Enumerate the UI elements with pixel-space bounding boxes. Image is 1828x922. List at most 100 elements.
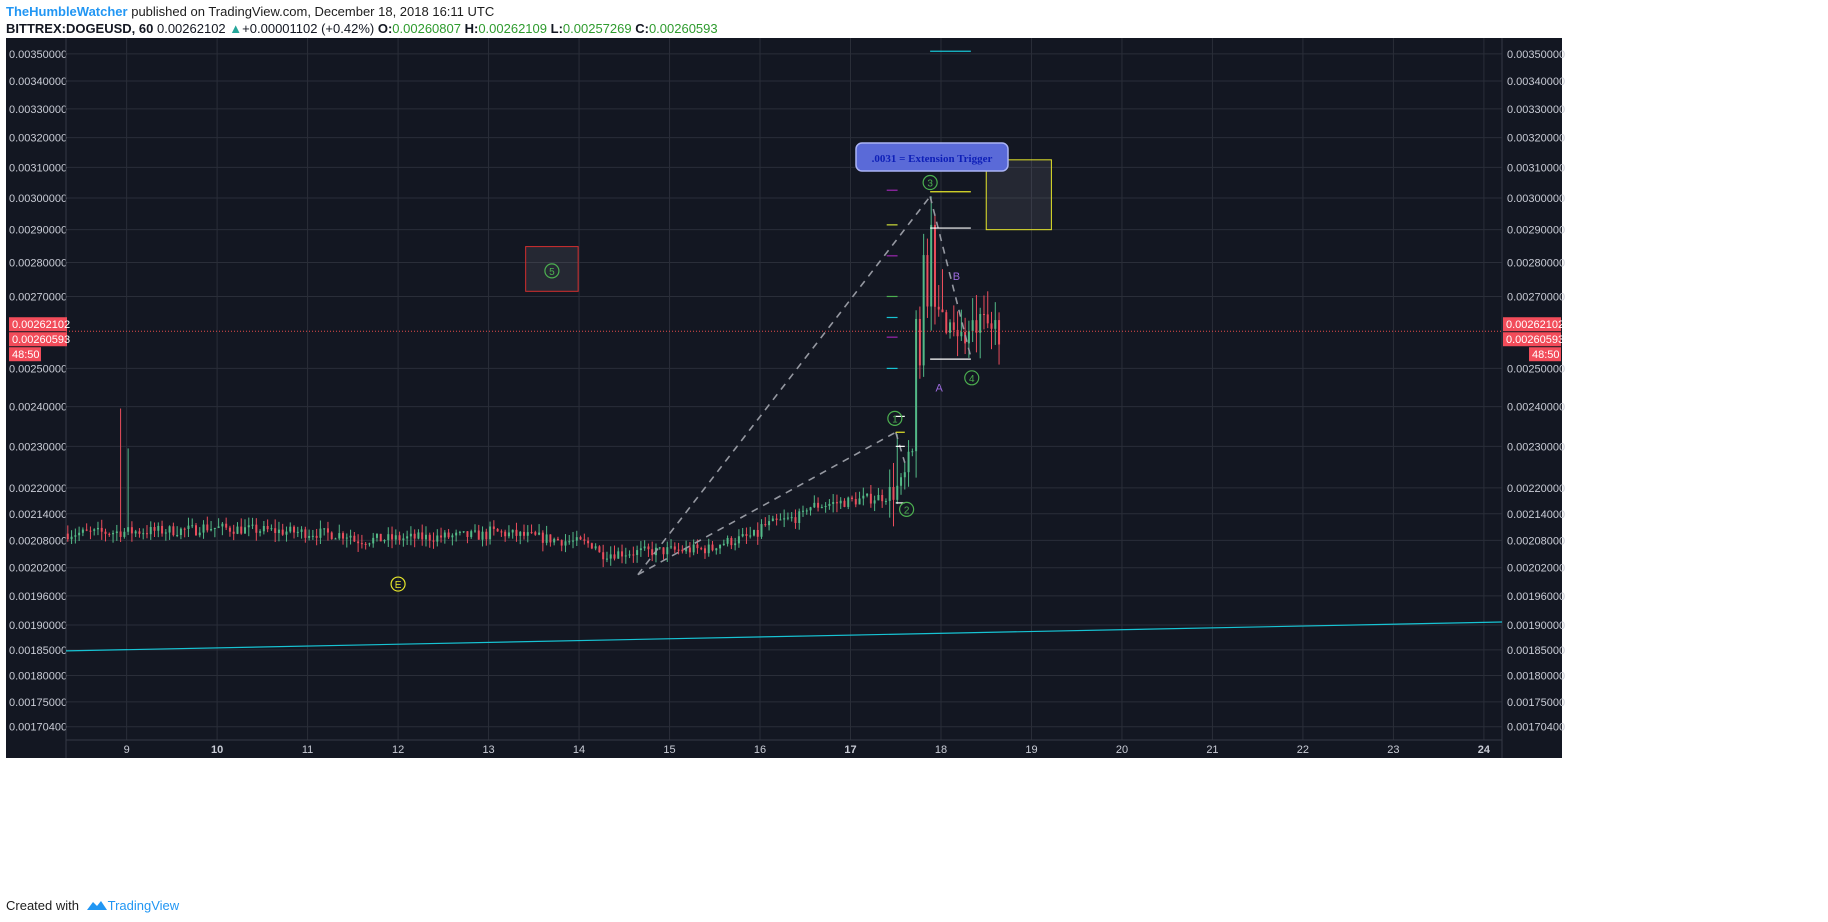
candle-body: [971, 320, 974, 332]
tradingview-link[interactable]: TradingView: [107, 898, 180, 913]
candle-body: [89, 530, 92, 532]
close-label: C:: [635, 21, 649, 36]
wave-label-circle: [964, 370, 980, 386]
candle-body: [941, 309, 944, 313]
candle-body: [161, 525, 164, 534]
candle-body: [583, 539, 586, 541]
candle-body: [342, 533, 345, 539]
up-arrow-icon: ▲: [229, 21, 243, 36]
wave-dashed-line: [637, 195, 931, 576]
candle-body: [911, 451, 914, 453]
candle-body: [127, 527, 130, 532]
candle-body: [406, 536, 409, 539]
candle-body: [805, 510, 808, 512]
price-tick-label-left: 0.00190000: [9, 620, 67, 632]
price-tick-label-right: 0.00340000: [1507, 76, 1565, 88]
candle-body: [945, 312, 948, 333]
time-tick-label: 9: [124, 744, 130, 756]
candle-body: [507, 532, 510, 537]
wave-label-text: 3: [927, 179, 933, 190]
price-tick-label-left: 0.00240000: [9, 402, 67, 414]
candle-body: [251, 524, 254, 526]
candle-body: [884, 500, 887, 502]
candle-body: [839, 500, 842, 504]
candle-body: [451, 535, 454, 538]
last-price-label: 0.00262102: [12, 319, 70, 331]
candle-body: [956, 329, 959, 337]
wave-label-text: A: [936, 382, 944, 394]
wave-label-text: 5: [549, 267, 555, 278]
price-tick-label-left: 0.00175000: [9, 697, 67, 709]
price-tick-label-left: 0.00180000: [9, 671, 67, 683]
candle-body: [202, 524, 205, 533]
price-tick-label-left: 0.00196000: [9, 591, 67, 603]
candle-body: [900, 477, 903, 486]
countdown-label-bg: [9, 347, 41, 362]
close-value: 0.00260593: [648, 21, 718, 36]
candle-body: [191, 525, 194, 527]
candle-body: [496, 528, 499, 532]
candle-body: [662, 547, 665, 555]
callout-text: .0031 = Extension Trigger: [872, 153, 993, 165]
wave-label-b: B: [953, 271, 960, 283]
wave-label-circle: [899, 501, 915, 518]
candle-body: [828, 503, 831, 506]
close-price-label: 0.00260593: [12, 334, 70, 346]
price-tick-label-left: 0.00220000: [9, 483, 67, 495]
candle-body: [394, 535, 397, 540]
support-trendline: [65, 621, 1503, 652]
price-tick-label-right: 0.00270000: [1507, 291, 1565, 303]
time-tick-label: 10: [211, 744, 223, 756]
author-link[interactable]: TheHumbleWatcher: [6, 4, 128, 19]
candle-body: [952, 322, 955, 330]
price-tick-label-right: 0.00280000: [1507, 257, 1565, 269]
candle-body: [639, 548, 642, 551]
candle-body: [402, 538, 405, 541]
candle-body: [922, 255, 925, 366]
candle-body: [270, 528, 273, 530]
candle-body: [707, 544, 710, 554]
candle-body: [843, 500, 846, 507]
wave-label-text: 1: [892, 414, 898, 425]
price-tick-label-right: 0.00310000: [1507, 162, 1565, 174]
time-tick-label: 11: [302, 744, 313, 756]
price-tick-label-left: 0.00214000: [9, 509, 67, 521]
candle-body: [854, 499, 857, 505]
time-tick-label: 21: [1206, 744, 1218, 756]
candle-body: [413, 533, 416, 539]
candle-body: [477, 530, 480, 540]
symbol-name: BITTREX:DOGEUSD, 60: [6, 21, 154, 36]
candle-body: [700, 548, 703, 550]
time-tick-label: 18: [935, 744, 947, 756]
wave-label-4: 4: [964, 370, 980, 386]
time-tick-label: 12: [392, 744, 404, 756]
candle-body: [183, 528, 186, 530]
candle-body: [760, 524, 763, 537]
candle-body: [289, 526, 292, 532]
wave-label-text: 4: [969, 374, 975, 385]
candle-body: [108, 533, 111, 535]
candle-body: [858, 498, 861, 505]
candle-body: [873, 500, 876, 504]
candle-body: [164, 532, 167, 534]
candle-body: [266, 526, 269, 530]
wave-label-circle: [390, 576, 406, 592]
candle-body: [771, 518, 774, 522]
candle-body: [737, 536, 740, 544]
candle-body: [262, 526, 265, 532]
footer: Created with TradingView: [6, 898, 179, 913]
price-change: +0.00001102 (+0.42%): [242, 21, 375, 36]
candle-body: [549, 534, 552, 543]
candle-body: [194, 525, 197, 536]
candle-body: [745, 534, 748, 536]
candle-body: [398, 535, 401, 541]
candle-body: [688, 547, 691, 553]
price-axis-right: 0.00350000 0.00340000 0.00330000 0.00320000…: [1507, 49, 1565, 734]
candle-body: [424, 534, 427, 540]
candle-body: [813, 502, 816, 508]
candle-body: [918, 318, 921, 366]
last-price-label-bg: [9, 317, 67, 332]
candle-body: [526, 532, 529, 536]
price-tick-label-right: 0.00214000: [1507, 509, 1565, 521]
